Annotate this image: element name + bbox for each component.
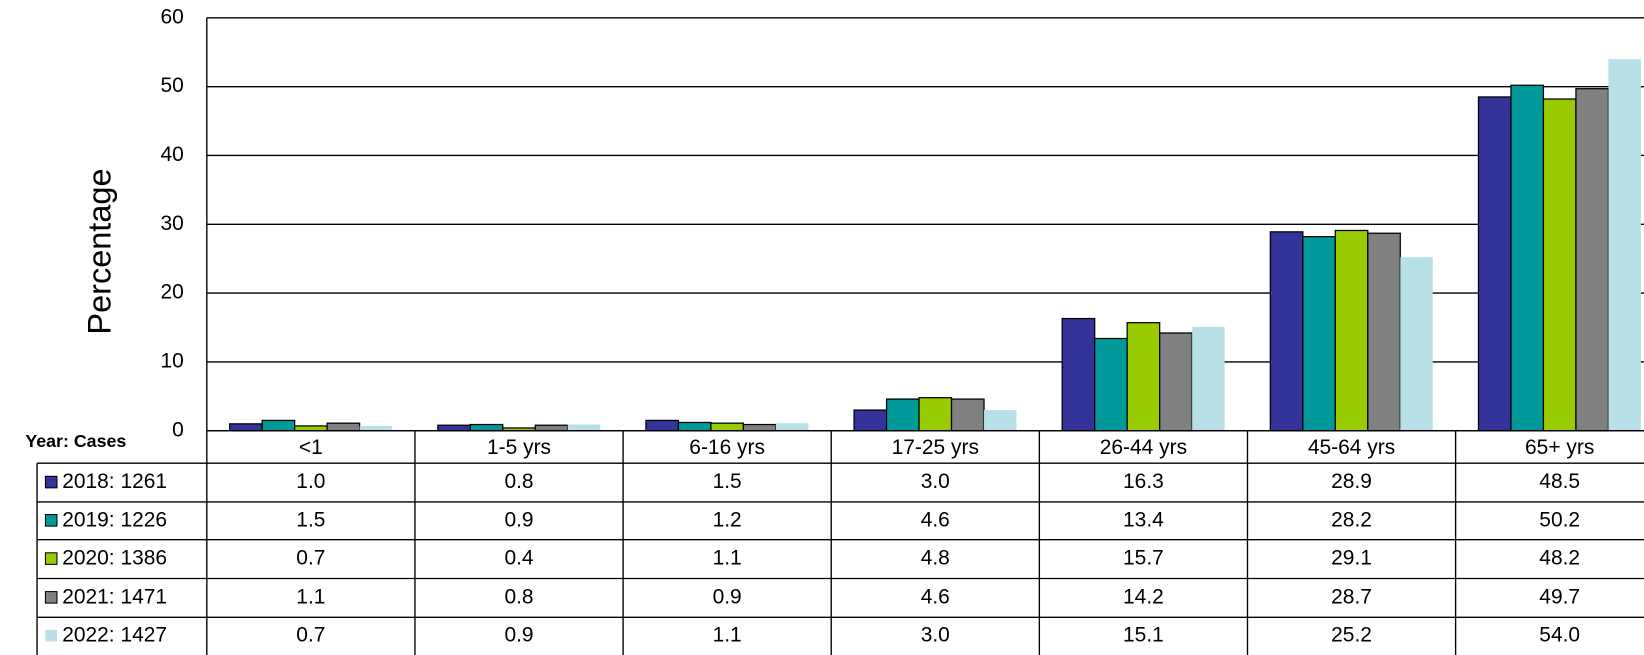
table-value: 13.4 [1123,508,1164,531]
table-value: 1.5 [713,470,742,493]
bar [1126,322,1161,432]
y-tick-label: 40 [160,143,183,166]
table-value: 1.0 [296,470,325,493]
legend-label: 2022: 1427 [62,624,167,647]
x-tick-label: 6-16 yrs [689,436,765,459]
table-value: 0.9 [504,624,533,647]
table-value: 0.7 [296,547,325,570]
legend-label: 2021: 1471 [62,585,167,608]
bar [1094,337,1128,432]
table-value: 4.6 [921,585,950,608]
table-value: 0.9 [504,508,533,531]
bar [645,419,680,432]
table-value: 0.8 [504,470,533,493]
table-value: 3.0 [921,624,950,647]
bar [1510,84,1545,432]
table-value: 14.2 [1123,585,1164,608]
bar [1542,98,1577,432]
x-tick-label: 1-5 yrs [487,436,551,459]
table-value: 29.1 [1331,547,1372,570]
bar [1269,231,1304,432]
table-header: Year: Cases [25,431,126,451]
y-tick-label: 50 [160,74,183,97]
table-value: 15.1 [1123,624,1164,647]
bar [775,423,809,431]
bar [1192,326,1225,431]
table-value: 1.1 [713,624,742,647]
bar [1575,88,1610,432]
bar [853,409,888,432]
table-value: 50.2 [1539,508,1580,531]
table-value: 3.0 [921,470,950,493]
table-value: 0.8 [504,585,533,608]
legend-swatch [44,591,58,604]
bar [359,425,393,431]
bar [984,410,1017,431]
table-value: 25.2 [1331,624,1372,647]
table-value: 54.0 [1539,624,1580,647]
table-value: 28.2 [1331,508,1372,531]
bar [677,421,712,432]
legend-label: 2020: 1386 [62,547,167,570]
bar [1367,232,1401,432]
bar [742,423,777,432]
x-tick-label: 65+ yrs [1525,436,1594,459]
table-value: 0.4 [504,547,533,570]
y-tick-label: 60 [160,5,183,28]
bar [469,423,504,432]
legend-swatch [44,514,58,527]
table-value: 0.7 [296,624,325,647]
table-value: 16.3 [1123,470,1164,493]
legend-swatch [45,629,57,642]
table-value: 1.1 [713,547,742,570]
bar [1608,59,1641,431]
table-value: 48.2 [1539,547,1580,570]
bar [1334,229,1369,432]
table-value: 49.7 [1539,585,1580,608]
table-value: 28.9 [1331,470,1372,493]
x-tick-label: 45-64 yrs [1308,436,1395,459]
table-value: 28.7 [1331,585,1372,608]
x-tick-label: 26-44 yrs [1100,436,1187,459]
bar [567,424,601,431]
bar [326,422,361,432]
table-value: 4.6 [921,508,950,531]
bar [229,423,263,432]
legend-label: 2018: 1261 [62,470,167,493]
y-tick-label: 30 [160,212,183,235]
legend-swatch [44,552,58,565]
table-value: 0.9 [713,585,742,608]
bar [534,424,569,432]
legend-swatch [44,475,58,489]
bar [1302,236,1336,432]
table-value: 1.5 [296,508,325,531]
y-axis-label: Percentage [82,168,118,334]
bar [918,397,953,432]
bar [885,398,920,432]
bar [1061,317,1096,432]
table-value: 1.1 [296,585,325,608]
table-value: 4.8 [921,547,950,570]
bar [1159,332,1193,432]
bar [710,422,745,432]
bar [950,398,985,432]
y-tick-label: 10 [160,349,183,372]
table-value: 1.2 [713,508,742,531]
bar [261,419,296,432]
legend-label: 2019: 1226 [62,508,167,531]
x-tick-label: <1 [299,436,323,459]
y-tick-label: 0 [172,418,184,441]
x-tick-label: 17-25 yrs [892,436,979,459]
table-value: 15.7 [1123,547,1164,570]
y-tick-label: 20 [160,281,183,304]
bar [1400,257,1433,431]
bar [437,424,471,432]
bar [1477,96,1512,432]
bar [294,425,328,432]
table-value: 48.5 [1539,470,1580,493]
